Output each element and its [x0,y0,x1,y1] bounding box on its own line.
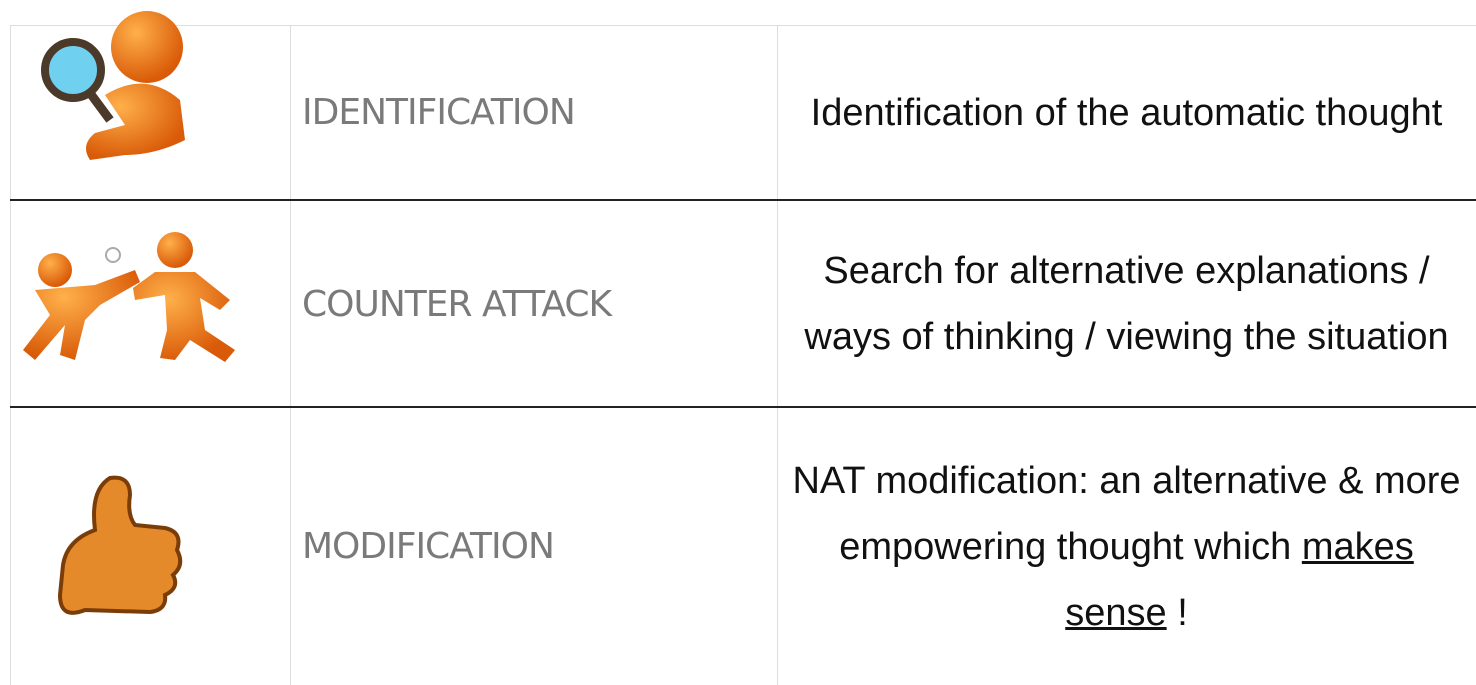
row-border [10,199,1476,201]
description-emphasis: makes sense [1065,525,1414,634]
counter-attack-icon [23,232,235,362]
description-part: ! [1177,591,1188,634]
row-description: NAT modification: an alternative & more … [777,408,1476,685]
row-label: COUNTER ATTACK [302,283,612,325]
description-part: NAT modification: an alternative & more … [792,459,1461,568]
description-text: Search for alternative explanations / wa… [804,250,1449,358]
table-top-border [10,25,1476,26]
row-label: MODIFICATION [302,526,555,567]
description-text: NAT modification: an alternative & more … [787,448,1467,646]
row-label: IDENTIFICATION [302,92,576,133]
thumbs-up-icon [57,475,183,615]
row-description: Identification of the automatic thought [777,25,1476,200]
column-border [777,25,778,685]
description-text: Identification of the automatic thought [810,91,1443,134]
column-border [10,25,11,685]
row-border [10,406,1476,408]
row-description: Search for alternative explanations / wa… [777,201,1476,407]
magnifier-figure-icon [41,11,185,160]
column-border [290,25,291,685]
